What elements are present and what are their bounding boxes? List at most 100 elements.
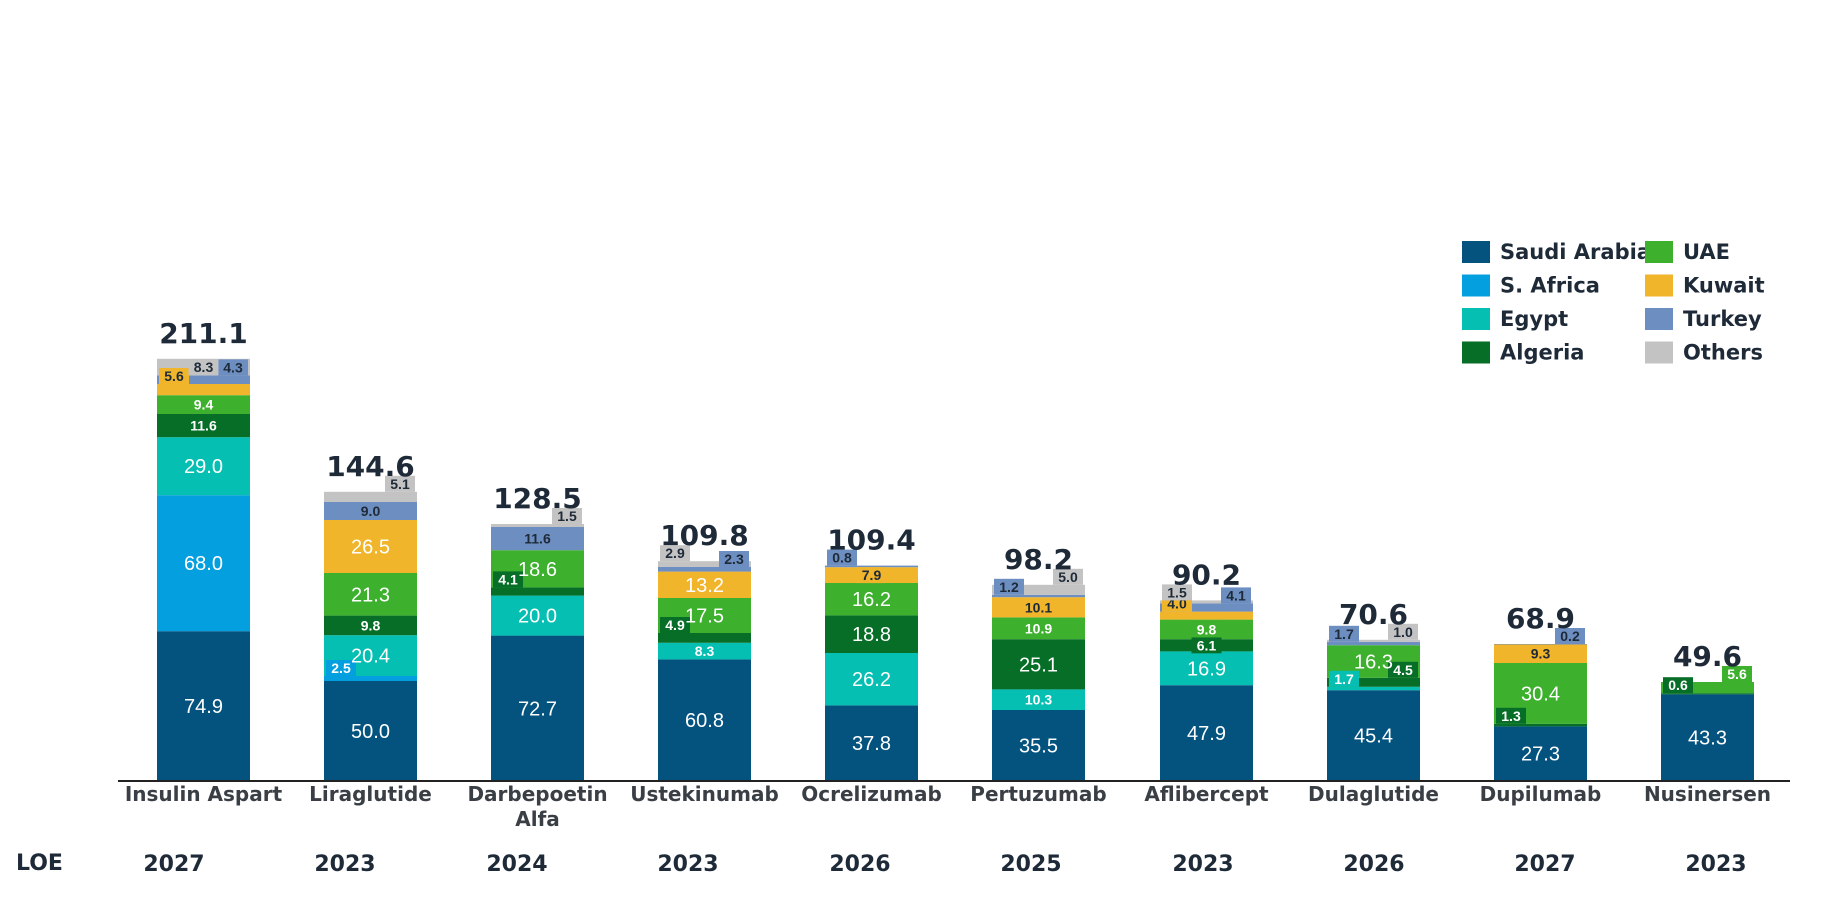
bar-segment-pertuzumab-others: [992, 584, 1085, 595]
bar-segment-ocrelizumab-uae: [825, 583, 918, 616]
bar-segment-nusinersen-saudi-arabia: [1661, 694, 1754, 781]
bars-layer: [157, 358, 1754, 781]
bar-segment-aflibercept-others: [1160, 600, 1253, 604]
bar-segment-ustekinumab-saudi-arabia: [658, 659, 751, 781]
loe-year-label: 2023: [1172, 852, 1233, 877]
bar-segment-dupilumab-saudi-arabia: [1494, 726, 1587, 781]
bar-segment-aflibercept-saudi-arabia: [1160, 685, 1253, 781]
segment-label: 45.4: [1354, 726, 1393, 748]
legend-swatch-kuwait: [1645, 274, 1673, 297]
bar-segment-darbepoetin-alfa-algeria: [491, 587, 584, 596]
category-label: Aflibercept: [1144, 782, 1269, 806]
segment-label: 30.4: [1521, 683, 1560, 705]
segment-label: 9.8: [1197, 621, 1217, 637]
segment-label-badge: [994, 578, 1024, 595]
segment-label-badge: [1555, 628, 1585, 644]
bar-total-label: 68.9: [1506, 602, 1575, 635]
bar-segment-pertuzumab-algeria: [992, 639, 1085, 690]
segment-label: 4.5: [1393, 662, 1413, 678]
bar-segment-pertuzumab-saudi-arabia: [992, 710, 1085, 781]
segment-label-badge: [218, 359, 248, 376]
segment-label-badge: [552, 508, 582, 524]
bar-segment-insulin-aspart-s-africa: [157, 495, 250, 632]
bar-segment-liraglutide-uae: [324, 573, 417, 616]
category-label: Pertuzumab: [970, 782, 1106, 806]
segment-label-badge: [856, 567, 887, 584]
segment-label-badge: [660, 545, 690, 562]
loe-year-label: 2027: [143, 852, 204, 877]
bar-segment-ocrelizumab-turkey: [825, 565, 918, 568]
segment-label: 7.9: [862, 567, 882, 583]
segment-label: 72.7: [518, 698, 557, 720]
axis-labels-layer: Insulin Aspart 2027 Liraglutide 2023 Darbepo…: [125, 782, 1771, 877]
segment-label: 10.3: [1025, 692, 1052, 708]
bar-segment-ustekinumab-kuwait: [658, 571, 751, 598]
bar-segment-liraglutide-kuwait: [324, 520, 417, 573]
segment-label-badge: [1053, 568, 1083, 585]
segment-label-badge: [719, 551, 749, 567]
legend-swatch-algeria: [1462, 341, 1490, 364]
legend: Saudi Arabia UAE S. Africa Kuwait Egypt Turke…: [1462, 240, 1765, 365]
loe-row-label: LOE: [16, 851, 63, 876]
segment-label-badge: [1525, 645, 1556, 662]
loe-year-label: 2024: [486, 852, 547, 877]
bar-segment-insulin-aspart-kuwait: [157, 384, 250, 396]
segment-label: 16.2: [852, 589, 891, 611]
bar-segment-dulaglutide-saudi-arabia: [1327, 690, 1420, 781]
segment-label: 27.3: [1521, 744, 1560, 766]
segment-label: 2.3: [724, 551, 744, 567]
segment-label-badge: [1496, 707, 1526, 724]
segment-label-badge: [1329, 625, 1359, 642]
segment-label: 5.0: [1058, 569, 1078, 585]
bar-total-label: 98.2: [1004, 543, 1073, 576]
legend-swatch-others: [1645, 341, 1673, 364]
segment-label-badge: [1162, 584, 1192, 601]
loe-year-label: 2027: [1514, 852, 1575, 877]
segment-label-badge: [1019, 691, 1058, 708]
segment-label: 2.9: [665, 545, 685, 561]
bar-segment-insulin-aspart-egypt: [157, 437, 250, 496]
bar-total-label: 109.4: [827, 524, 916, 557]
loe-year-label: 2026: [1343, 852, 1404, 877]
segment-label: 11.6: [524, 531, 551, 547]
loe-year-label: 2026: [829, 852, 890, 877]
bar-segment-ocrelizumab-saudi-arabia: [825, 705, 918, 781]
bar-segment-insulin-aspart-saudi-arabia: [157, 631, 250, 781]
segment-label-badge: [159, 368, 189, 384]
bar-segment-pertuzumab-turkey: [992, 594, 1085, 598]
bar-segment-darbepoetin-alfa-others: [491, 524, 584, 527]
segment-label-badge: [188, 396, 219, 413]
segment-label: 16.9: [1187, 658, 1226, 680]
segment-label: 4.3: [223, 359, 243, 375]
segment-label: 5.6: [164, 368, 184, 384]
segment-label-badge: [1388, 623, 1418, 640]
bar-segment-nusinersen-algeria: [1661, 693, 1754, 695]
segment-label: 21.3: [351, 584, 390, 606]
segment-label: 26.5: [351, 537, 390, 559]
segment-label: 10.9: [1025, 620, 1052, 636]
legend-label-s-africa: S. Africa: [1500, 274, 1600, 298]
bar-segment-insulin-aspart-turkey: [157, 375, 250, 384]
category-label: Ustekinumab: [630, 782, 779, 806]
segment-label: 74.9: [184, 696, 223, 718]
segment-label: 20.4: [351, 646, 390, 668]
segment-label: 50.0: [351, 721, 390, 743]
category-label: Dupilumab: [1480, 782, 1602, 806]
bar-segment-ocrelizumab-algeria: [825, 615, 918, 653]
bar-segment-dulaglutide-egypt: [1327, 686, 1420, 691]
legend-label-others: Others: [1683, 341, 1763, 365]
bar-segment-ustekinumab-turkey: [658, 567, 751, 572]
segment-label-badge: [1722, 666, 1752, 682]
segment-labels-layer: 74.9 68.0 29.0 11.6 9.4 5.6 4.3 8.3 211.1 50.0 2.5…: [159, 317, 1752, 766]
bar-total-label: 144.6: [326, 450, 415, 483]
segment-label-badge: [493, 571, 523, 588]
segment-label: 4.1: [498, 571, 518, 587]
segment-label-badge: [1663, 677, 1693, 694]
segment-label-badge: [188, 359, 219, 376]
segment-label: 20.0: [518, 606, 557, 628]
segment-label: 68.0: [184, 553, 223, 575]
bar-segment-aflibercept-egypt: [1160, 651, 1253, 686]
bar-segment-dupilumab-algeria: [1494, 723, 1587, 727]
segment-label: 18.6: [518, 559, 557, 581]
category-label: Alfa: [515, 807, 560, 831]
